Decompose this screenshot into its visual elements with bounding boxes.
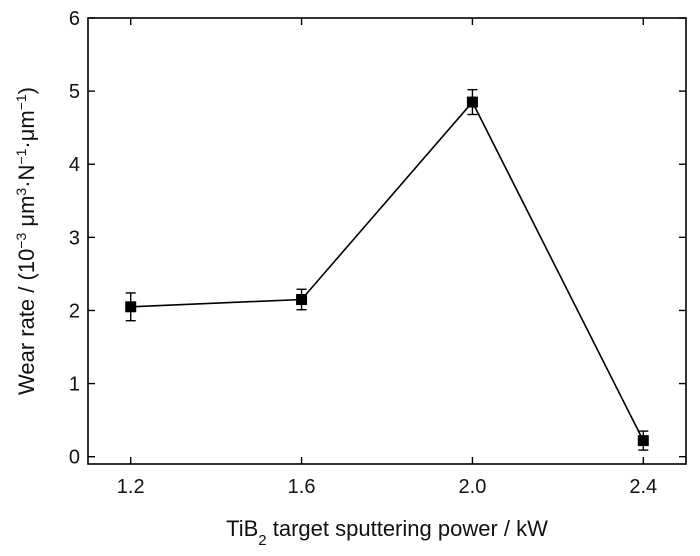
y-tick-label: 0 (69, 447, 80, 469)
series-layer (125, 88, 649, 451)
plot-frame (87, 17, 687, 465)
y-axis-label: Wear rate / (10−3 μm3·N−1·μm−1) (13, 87, 39, 395)
y-tick-label: 1 (69, 374, 80, 396)
y-axis-label-text: μm (14, 196, 39, 233)
y-axis-label-superscript: −1 (13, 94, 29, 110)
y-axis-label-superscript: 3 (13, 188, 29, 196)
x-axis-label: TiB2 target sputtering power / kW (226, 516, 548, 549)
y-axis-label-text: ·μm (14, 110, 39, 148)
y-axis-label-superscript: −3 (13, 233, 29, 249)
series-line (130, 100, 644, 441)
x-axis-label-prefix: TiB (226, 516, 258, 541)
data-point-square (125, 301, 137, 313)
y-tick-label: 6 (69, 8, 80, 30)
y-axis-label-text: ·N (14, 165, 39, 188)
x-axis-label-subscript: 2 (258, 532, 266, 549)
x-tick-label: 2.4 (629, 476, 657, 498)
y-axis-ticks: 0 1 2 3 4 5 6 (69, 8, 686, 469)
x-tick-label: 1.2 (117, 476, 145, 498)
data-point-square (466, 96, 478, 108)
x-tick-label: 2.0 (459, 476, 487, 498)
x-tick-label: 1.6 (288, 476, 316, 498)
x-axis-ticks: 1.2 1.6 2.0 2.4 (117, 18, 657, 498)
y-tick-label: 5 (69, 81, 80, 103)
y-axis-label-superscript: −1 (13, 148, 29, 164)
y-tick-label: 3 (69, 227, 80, 249)
data-point-square (637, 435, 649, 447)
y-tick-label: 4 (69, 154, 80, 176)
data-point-square (296, 293, 308, 305)
y-tick-label: 2 (69, 300, 80, 322)
y-axis-label-text: ) (14, 87, 39, 94)
x-axis-label-suffix: target sputtering power / kW (267, 516, 548, 541)
y-axis-label-text: Wear rate / (10 (14, 249, 39, 395)
